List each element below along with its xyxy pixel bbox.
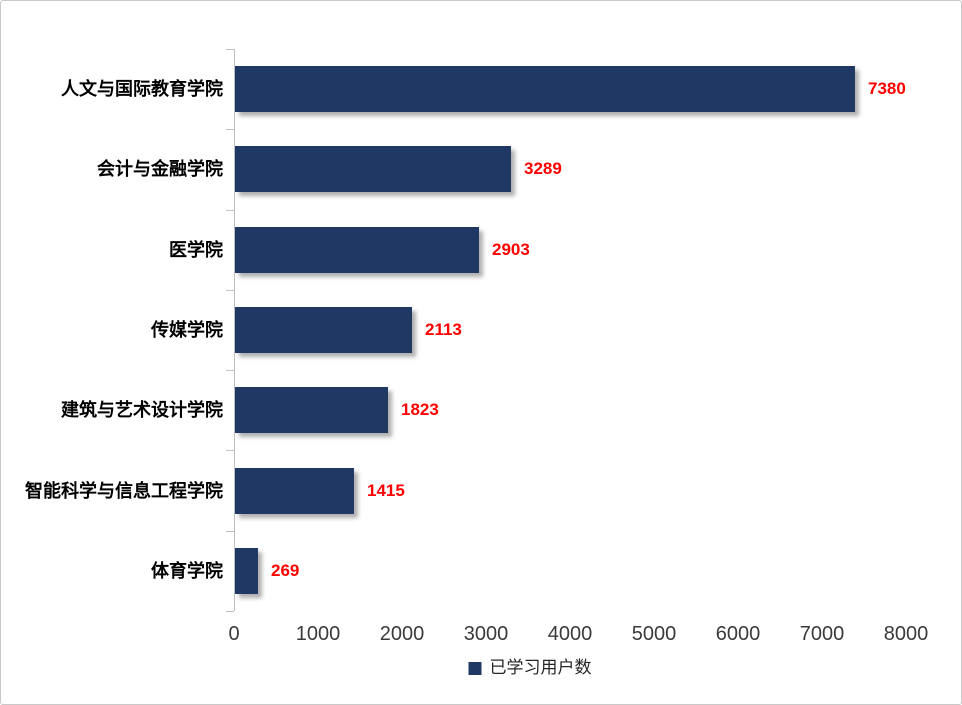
value-label: 1415 [367, 481, 405, 500]
bar [235, 307, 412, 353]
value-label: 3289 [524, 159, 562, 178]
bar [235, 66, 855, 112]
category-label: 会计与金融学院 [97, 159, 223, 179]
value-label: 2113 [425, 320, 462, 339]
value-label: 2903 [492, 240, 530, 259]
legend-swatch [468, 661, 482, 675]
x-axis-tick-label: 8000 [883, 623, 929, 645]
x-axis-tick-label: 2000 [379, 623, 425, 645]
y-axis-tick [226, 49, 234, 50]
bar [235, 548, 258, 594]
y-axis-tick [226, 611, 234, 612]
y-axis-tick [226, 450, 234, 451]
category-label: 传媒学院 [151, 320, 223, 340]
y-axis-tick [226, 129, 234, 130]
bar [235, 387, 388, 433]
bar [235, 227, 479, 273]
category-label: 智能科学与信息工程学院 [25, 481, 223, 501]
category-label: 体育学院 [151, 561, 223, 581]
bar [235, 468, 354, 514]
value-label: 7380 [868, 79, 906, 98]
value-label: 1823 [401, 400, 439, 419]
x-axis-tick-label: 7000 [799, 623, 845, 645]
value-label: 269 [271, 561, 300, 580]
x-axis-tick-label: 6000 [715, 623, 761, 645]
y-axis-line [234, 49, 235, 611]
x-axis-tick-label: 1000 [295, 623, 341, 645]
category-label: 医学院 [169, 240, 223, 260]
y-axis-tick [226, 290, 234, 291]
x-axis-tick-label: 5000 [631, 623, 677, 645]
legend: 已学习用户数 [468, 658, 592, 678]
y-axis-tick [226, 210, 234, 211]
x-axis-tick-label: 0 [228, 623, 240, 645]
x-axis-tick-label: 4000 [547, 623, 593, 645]
bar [235, 146, 511, 192]
x-axis-tick-label: 3000 [463, 623, 509, 645]
category-label: 建筑与艺术设计学院 [61, 400, 223, 420]
y-axis-tick [226, 370, 234, 371]
y-axis-tick [226, 531, 234, 532]
category-label: 人文与国际教育学院 [61, 79, 223, 99]
legend-label: 已学习用户数 [489, 658, 592, 677]
